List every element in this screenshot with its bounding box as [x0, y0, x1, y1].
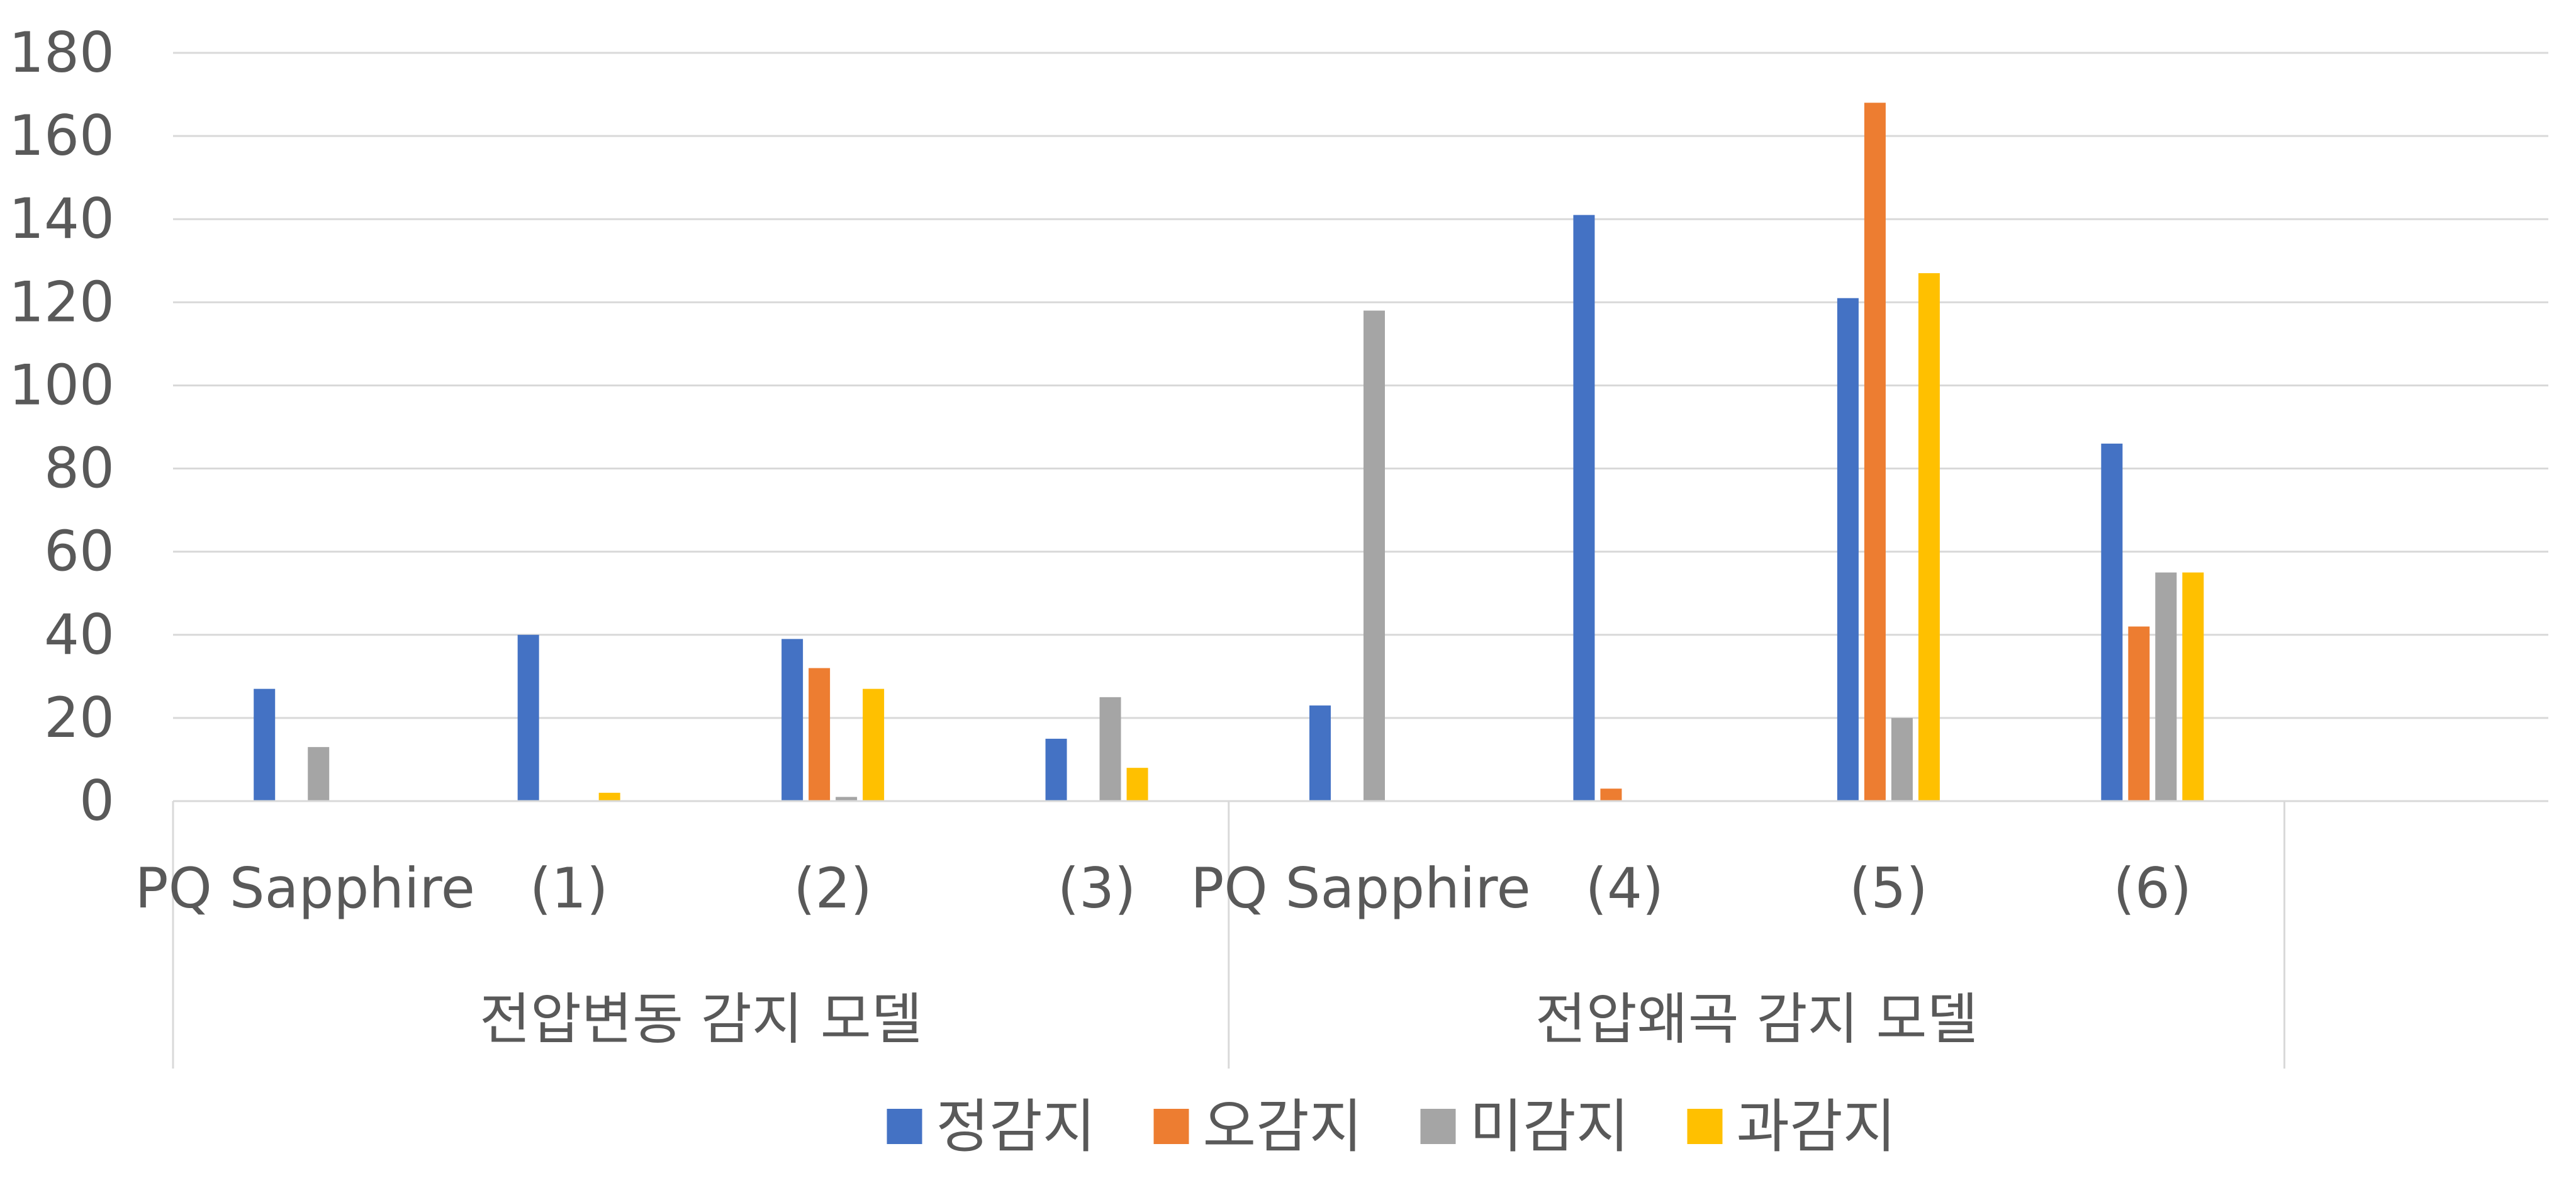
category-axis	[172, 800, 2548, 1069]
legend-item: 오감지	[1153, 1093, 1363, 1160]
legend-swatch	[1687, 1109, 1723, 1144]
bar	[1573, 215, 1595, 801]
bar	[863, 688, 885, 801]
legend-label: 과감지	[1737, 1093, 1896, 1160]
legend-label: 미감지	[1470, 1093, 1630, 1160]
bar	[1309, 705, 1331, 801]
legend-label: 정감지	[936, 1093, 1096, 1160]
bars	[254, 103, 2204, 802]
bar	[2182, 572, 2204, 801]
legend: 정감지 오감지 미감지 과감지	[887, 1093, 1896, 1160]
bar	[1099, 697, 1121, 801]
bar	[2128, 626, 2150, 801]
legend-swatch	[1420, 1109, 1456, 1144]
x-tick-label: (1)	[530, 856, 608, 921]
bar	[1126, 768, 1148, 801]
y-tick-label: 180	[9, 20, 115, 85]
x-tick-label: PQ Sapphire	[1190, 856, 1530, 921]
bar	[1045, 738, 1067, 801]
bar	[1364, 310, 1385, 801]
y-tick-label: 0	[79, 768, 115, 833]
x-tick-label: (3)	[1058, 856, 1136, 921]
y-tick-label: 40	[44, 602, 115, 667]
bar	[781, 639, 804, 801]
legend-label: 오감지	[1203, 1093, 1363, 1160]
bar	[2101, 443, 2123, 801]
bar	[2155, 572, 2177, 801]
legend-swatch	[887, 1109, 922, 1144]
y-tick-label: 100	[9, 352, 115, 417]
bar	[1891, 717, 1913, 801]
x-tick-label: (6)	[2114, 856, 2192, 921]
legend-item: 과감지	[1687, 1093, 1896, 1160]
y-axis-ticks: 0 20 40 60 80 100 120 140 160 180	[9, 20, 115, 833]
bar	[308, 747, 330, 801]
x-tick-label: (4)	[1586, 856, 1664, 921]
group-labels: 전압변동 감지 모델 전압왜곡 감지 모델	[479, 987, 1978, 1052]
x-axis-ticks: PQ Sapphire (1) (2) (3) PQ Sapphire (4) (5) (6)	[135, 856, 2192, 921]
bar	[1600, 789, 1622, 801]
group-label: 전압왜곡 감지 모델	[1535, 987, 1978, 1052]
legend-swatch	[1153, 1109, 1189, 1144]
gridlines	[173, 52, 2548, 719]
x-tick-label: (5)	[1849, 856, 1928, 921]
y-tick-label: 160	[9, 103, 115, 168]
legend-item: 정감지	[887, 1093, 1096, 1160]
bar	[254, 688, 276, 801]
x-tick-label: PQ Sapphire	[135, 856, 475, 921]
bar	[809, 668, 831, 801]
bar	[836, 797, 858, 801]
y-tick-label: 60	[44, 519, 115, 584]
y-tick-label: 80	[44, 436, 115, 501]
bar	[1864, 103, 1886, 802]
bar	[517, 634, 539, 801]
y-tick-label: 140	[9, 186, 115, 251]
bar	[1918, 273, 1940, 801]
bar	[1837, 298, 1859, 801]
bar	[598, 792, 620, 801]
legend-item: 미감지	[1420, 1093, 1630, 1160]
x-tick-label: (2)	[793, 856, 872, 921]
y-tick-label: 120	[9, 269, 115, 334]
group-label: 전압변동 감지 모델	[479, 987, 922, 1052]
y-tick-label: 20	[44, 685, 115, 750]
